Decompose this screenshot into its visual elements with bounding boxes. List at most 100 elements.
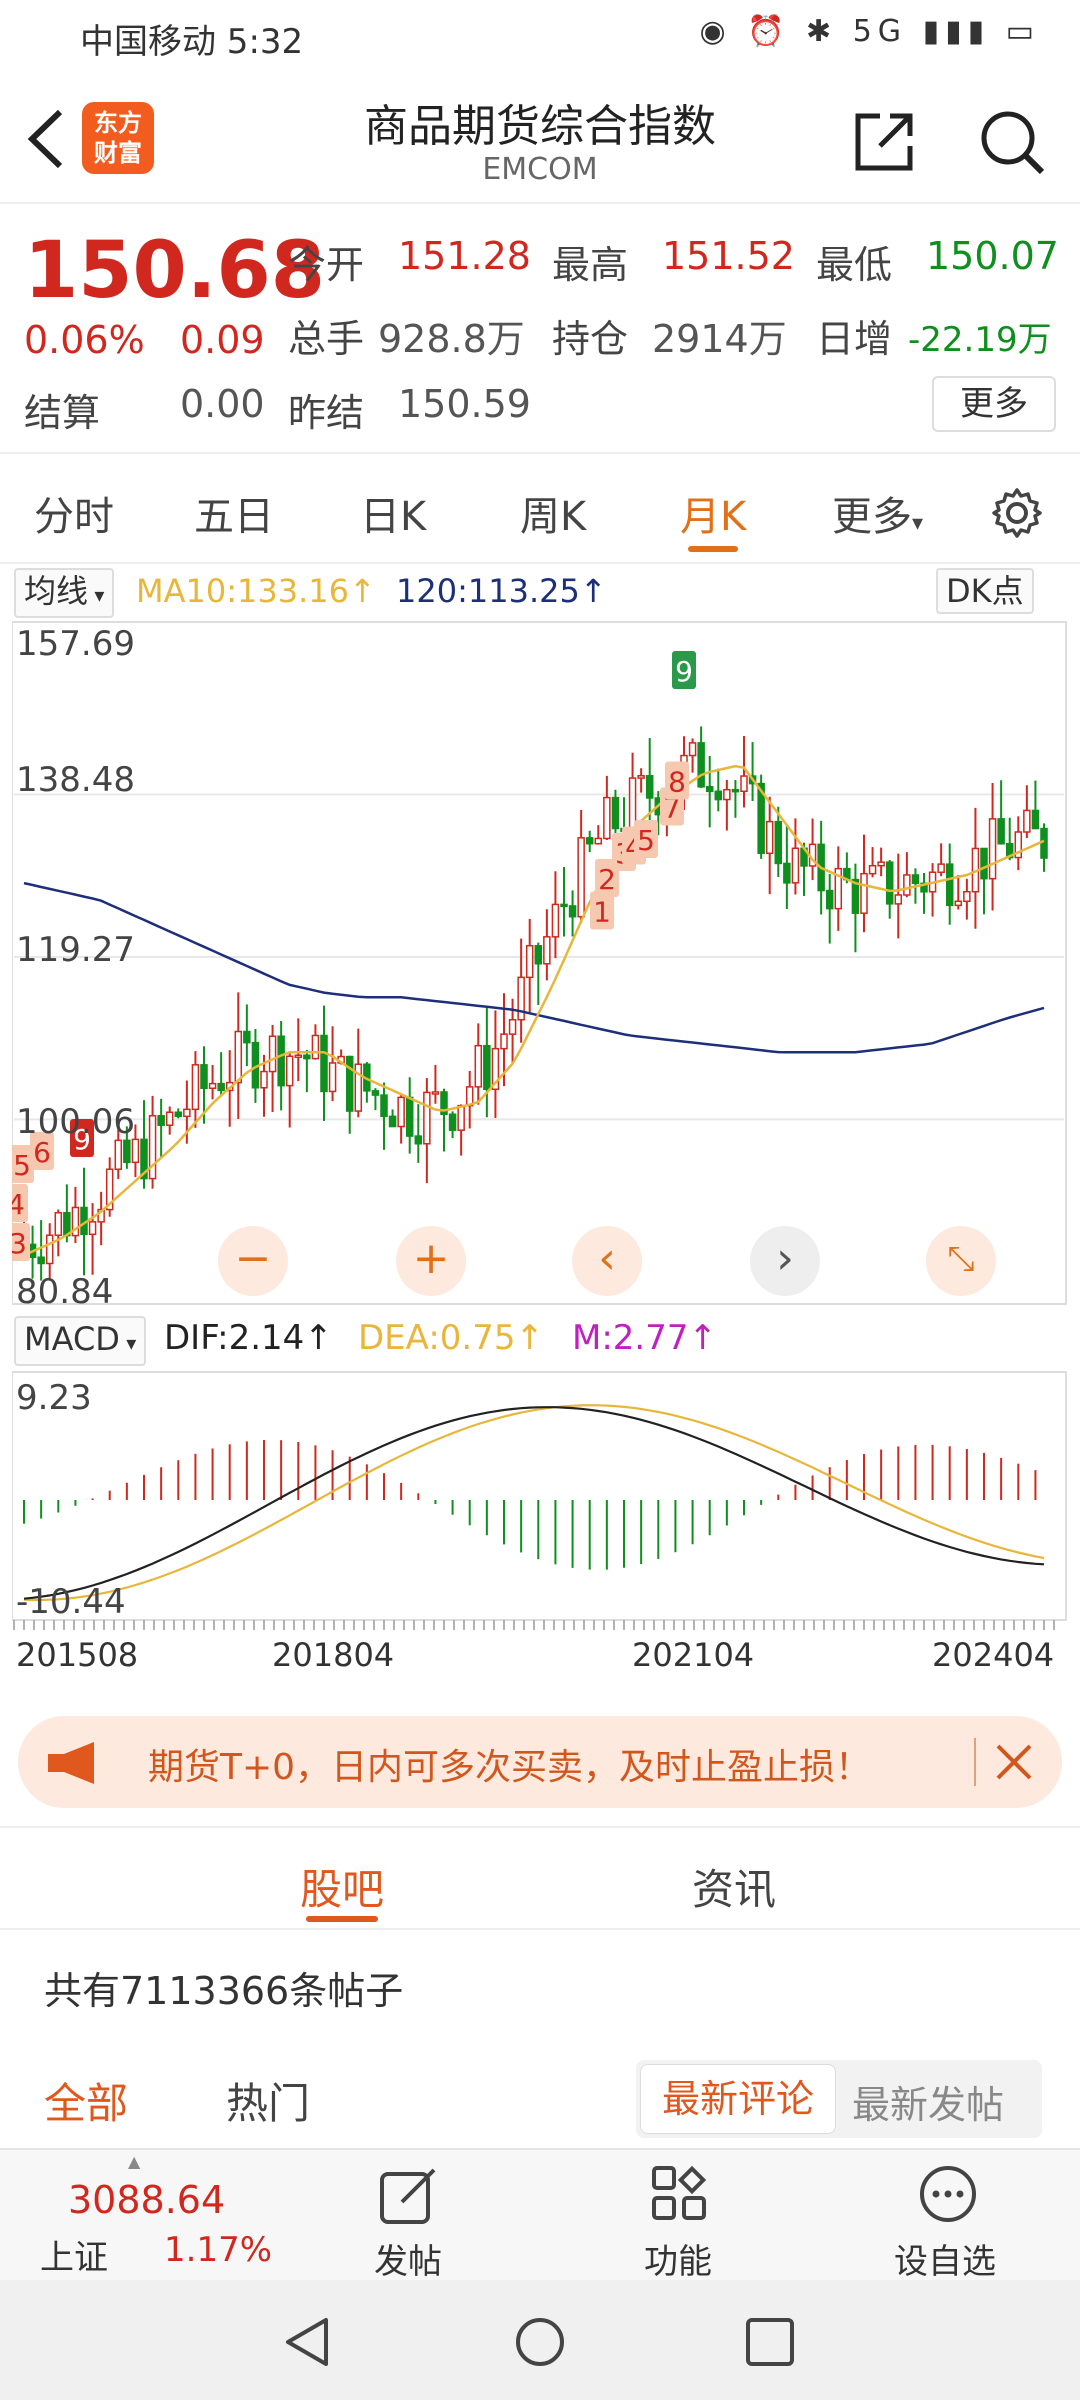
ma10-line xyxy=(23,764,1045,1257)
add-watchlist-button[interactable]: 设自选 xyxy=(880,2150,1020,2282)
app-header: 东方 财富 商品期货综合指数 EMCOM xyxy=(0,72,1080,204)
change-value: 0.09 xyxy=(180,318,265,362)
pan-left-button[interactable]: ‹ xyxy=(572,1226,642,1296)
macd-frame xyxy=(12,1371,1067,1621)
chart-area[interactable]: 4563912345789 157.69 138.48 119.27 100.0… xyxy=(12,620,1068,1698)
open-interest-value: 2914万 xyxy=(652,317,787,361)
candle-body xyxy=(114,1139,123,1170)
forum-tab-indicator xyxy=(306,1916,378,1922)
macd-select-label: MACD xyxy=(24,1320,120,1358)
svg-text:5: 5 xyxy=(637,824,655,857)
candle-body xyxy=(885,861,894,905)
candle-body xyxy=(568,905,577,918)
candle-body xyxy=(757,782,765,855)
candle-body xyxy=(1023,809,1031,833)
candle-body xyxy=(740,775,748,793)
settings-gear-icon[interactable] xyxy=(990,486,1044,540)
candle-body xyxy=(894,894,903,905)
nav-home-icon[interactable] xyxy=(514,2316,566,2368)
grid-icon xyxy=(652,2165,707,2220)
svg-text:5: 5 xyxy=(13,1149,31,1182)
candle-body xyxy=(1031,809,1040,830)
dk-marker: 9 xyxy=(672,651,696,689)
tab-news[interactable]: 资讯 xyxy=(692,1865,777,1914)
ma-select-label: 均线 xyxy=(24,572,89,610)
index-ticker[interactable]: ▲ 3088.64 上证 1.17% xyxy=(0,2150,272,2282)
y-tick-label: 138.48 xyxy=(16,760,135,800)
dk-point-button[interactable]: DK点 xyxy=(936,568,1034,614)
promo-banner[interactable]: 期货T+0，日内可多次买卖，及时止盈止损！ xyxy=(18,1716,1062,1808)
macd-y-tick-label: 9.23 xyxy=(16,1378,92,1418)
ma-select[interactable]: 均线 ▾ xyxy=(14,568,115,618)
pan-right-button[interactable]: › xyxy=(750,1226,820,1296)
volume-label: 总手 xyxy=(288,317,365,361)
candle-body xyxy=(431,1091,440,1095)
x-tick-label: 202104 xyxy=(632,1636,755,1674)
svg-text:7: 7 xyxy=(663,792,681,825)
tab-weekly-k[interactable]: 周K xyxy=(520,494,587,540)
candle-body xyxy=(594,837,603,845)
candle-body xyxy=(1014,831,1023,859)
tab-intraday[interactable]: 分时 xyxy=(34,494,114,540)
candle-body xyxy=(131,1138,140,1164)
tab-daily-k[interactable]: 日K xyxy=(360,494,427,540)
low-label: 最低 xyxy=(816,243,893,287)
candle-body xyxy=(877,861,885,867)
index-value: 3088.64 xyxy=(68,2178,226,2222)
tab-guba[interactable]: 股吧 xyxy=(300,1865,385,1914)
close-icon[interactable] xyxy=(994,1742,1034,1782)
kline-chart: 4563912345789 xyxy=(12,621,1067,1630)
zoom-in-button[interactable]: + xyxy=(396,1226,466,1296)
macd-select[interactable]: MACD ▾ xyxy=(14,1316,147,1366)
candle-body xyxy=(157,1115,165,1126)
candle-body xyxy=(174,1111,183,1118)
edit-icon xyxy=(380,2168,436,2224)
settle-value: 0.00 xyxy=(180,382,265,426)
sort-latest-post[interactable]: 最新发帖 xyxy=(852,2083,1005,2127)
forum-tabs: 股吧 资讯 xyxy=(0,1826,1080,1930)
candle-body xyxy=(285,1055,294,1087)
more-quote-button[interactable]: 更多 xyxy=(932,376,1056,432)
candle-body xyxy=(457,1104,465,1131)
candle-body xyxy=(577,837,585,918)
candle-body xyxy=(448,1113,457,1131)
candle-body xyxy=(988,818,997,880)
svg-text:1: 1 xyxy=(593,896,611,929)
tab-monthly-k[interactable]: 月K xyxy=(680,494,747,540)
candle-body xyxy=(611,796,620,830)
candle-body xyxy=(731,788,740,793)
function-nav-button[interactable]: 功能 xyxy=(620,2150,740,2282)
back-arrow-icon[interactable] xyxy=(22,104,72,174)
quote-panel: 150.68 0.06% 0.09 今开 151.28 最高 151.52 最低… xyxy=(0,206,1080,454)
candle-body xyxy=(165,1111,174,1126)
filter-all[interactable]: 全部 xyxy=(44,2079,129,2128)
tab-five-day[interactable]: 五日 xyxy=(194,494,274,540)
candle-body xyxy=(963,890,971,903)
page-title: 商品期货综合指数 xyxy=(364,101,716,152)
nav-back-icon[interactable] xyxy=(282,2316,334,2368)
tab-more[interactable]: 更多▾ xyxy=(832,484,923,542)
candle-body xyxy=(191,1064,200,1111)
share-icon[interactable] xyxy=(850,106,920,176)
nav-recents-icon[interactable] xyxy=(744,2316,796,2368)
candle-body xyxy=(765,820,774,855)
fullscreen-icon[interactable]: ⤡ xyxy=(926,1226,996,1296)
candle-body xyxy=(88,1221,97,1236)
candle-body xyxy=(303,1054,311,1060)
search-icon[interactable] xyxy=(976,106,1048,178)
candle-body xyxy=(491,1047,500,1091)
sort-latest-comment[interactable]: 最新评论 xyxy=(640,2064,836,2134)
candle-body xyxy=(388,1115,397,1128)
candle-body xyxy=(414,1135,423,1145)
candle-body xyxy=(397,1096,405,1128)
candle-body xyxy=(440,1091,448,1115)
status-icons: ◉ ⏰ ✱ 5G ▮▮▮ ▭ xyxy=(699,14,1040,49)
filter-hot[interactable]: 热门 xyxy=(226,2079,311,2128)
candle-body xyxy=(483,1044,491,1091)
candle-body xyxy=(54,1212,63,1236)
high-value: 151.52 xyxy=(662,234,795,278)
tab-more-label: 更多 xyxy=(832,494,912,540)
candle-body xyxy=(980,847,988,880)
post-nav-button[interactable]: 发帖 xyxy=(350,2150,470,2282)
zoom-out-button[interactable]: − xyxy=(218,1226,288,1296)
